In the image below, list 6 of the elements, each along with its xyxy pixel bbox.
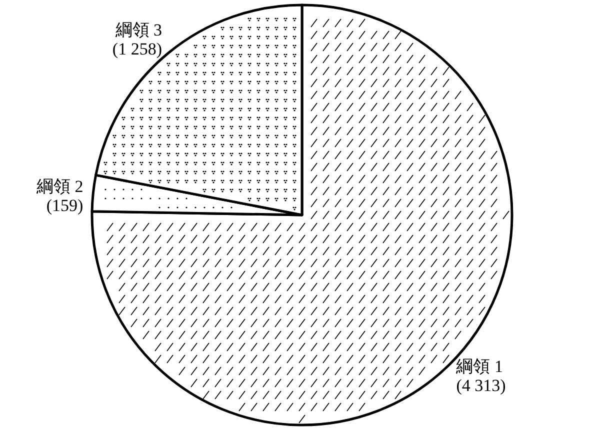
data-label: (159): [46, 196, 84, 216]
legend-label: 綱領 1: [455, 356, 503, 376]
slice-label: 綱領 2: [35, 177, 84, 196]
data-label: (1 258): [112, 39, 162, 58]
slice-label: 綱領 3: [114, 20, 162, 40]
data-label: (4 313): [456, 376, 506, 395]
